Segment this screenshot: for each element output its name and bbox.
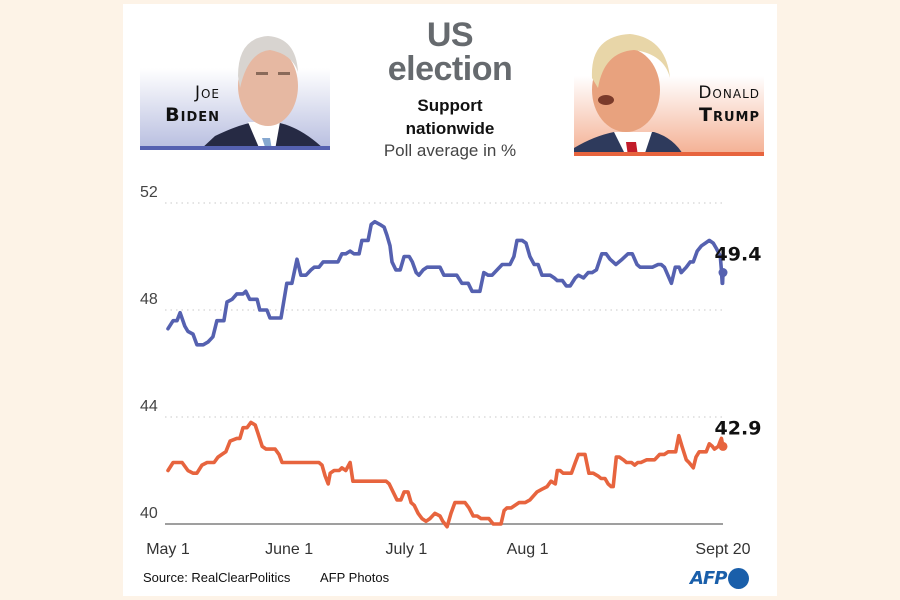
x-tick-label: May 1 <box>146 541 190 558</box>
unit-label: Poll average in % <box>383 141 517 160</box>
biden-color-bar <box>140 146 330 150</box>
trump-first-name: Donald <box>698 83 760 103</box>
afp-logo: AFP <box>690 566 750 590</box>
y-tick-label: 44 <box>140 398 158 415</box>
title-line-2: election <box>387 50 513 88</box>
biden-last-name: Biden <box>165 104 220 126</box>
x-tick-label: Aug 1 <box>507 541 549 558</box>
end-point-dot <box>718 268 728 278</box>
chart-subtitle: Support nationwide <box>350 94 550 140</box>
y-axis-ticks: 52 48 44 40 <box>140 184 158 522</box>
chart-title: US election <box>350 18 550 86</box>
photo-credit: AFP Photos <box>320 570 390 585</box>
x-tick-label: Sept 20 <box>695 541 750 558</box>
biden-name-label: Joe Biden <box>140 82 220 126</box>
y-tick-label: 48 <box>140 291 158 308</box>
end-labels: 49.4 42.9 <box>715 244 762 440</box>
biden-first-name: Joe <box>194 83 220 103</box>
trump-last-name: Trump <box>699 104 760 126</box>
trump-portrait: Donald Trump <box>574 28 764 156</box>
trump-color-bar <box>574 152 764 156</box>
subtitle-line-2: nationwide <box>405 119 495 138</box>
series-line-trump <box>166 420 725 529</box>
biden-portrait: Joe Biden <box>140 26 330 150</box>
series-lines <box>166 219 728 529</box>
source-note: Source: RealClearPolitics <box>143 570 291 585</box>
x-axis-ticks: May 1 June 1 July 1 Aug 1 Sept 20 <box>146 541 750 558</box>
subtitle-line-1: Support <box>417 96 483 115</box>
x-tick-label: July 1 <box>386 541 428 558</box>
x-tick-label: June 1 <box>265 541 313 558</box>
trump-photo-icon <box>574 34 684 156</box>
biden-photo-icon <box>200 36 325 150</box>
end-value-label: 42.9 <box>715 417 762 439</box>
y-tick-label: 52 <box>140 184 158 201</box>
end-value-label: 49.4 <box>715 244 762 266</box>
y-tick-label: 40 <box>140 505 158 522</box>
series-line-biden <box>166 219 725 347</box>
gridlines <box>165 202 723 525</box>
title-line-1: US <box>426 16 474 54</box>
trump-name-label: Donald Trump <box>660 82 760 126</box>
end-point-dot <box>718 441 728 451</box>
afp-logo-dot-icon <box>728 567 750 589</box>
afp-logo-text: AFP <box>690 567 727 589</box>
